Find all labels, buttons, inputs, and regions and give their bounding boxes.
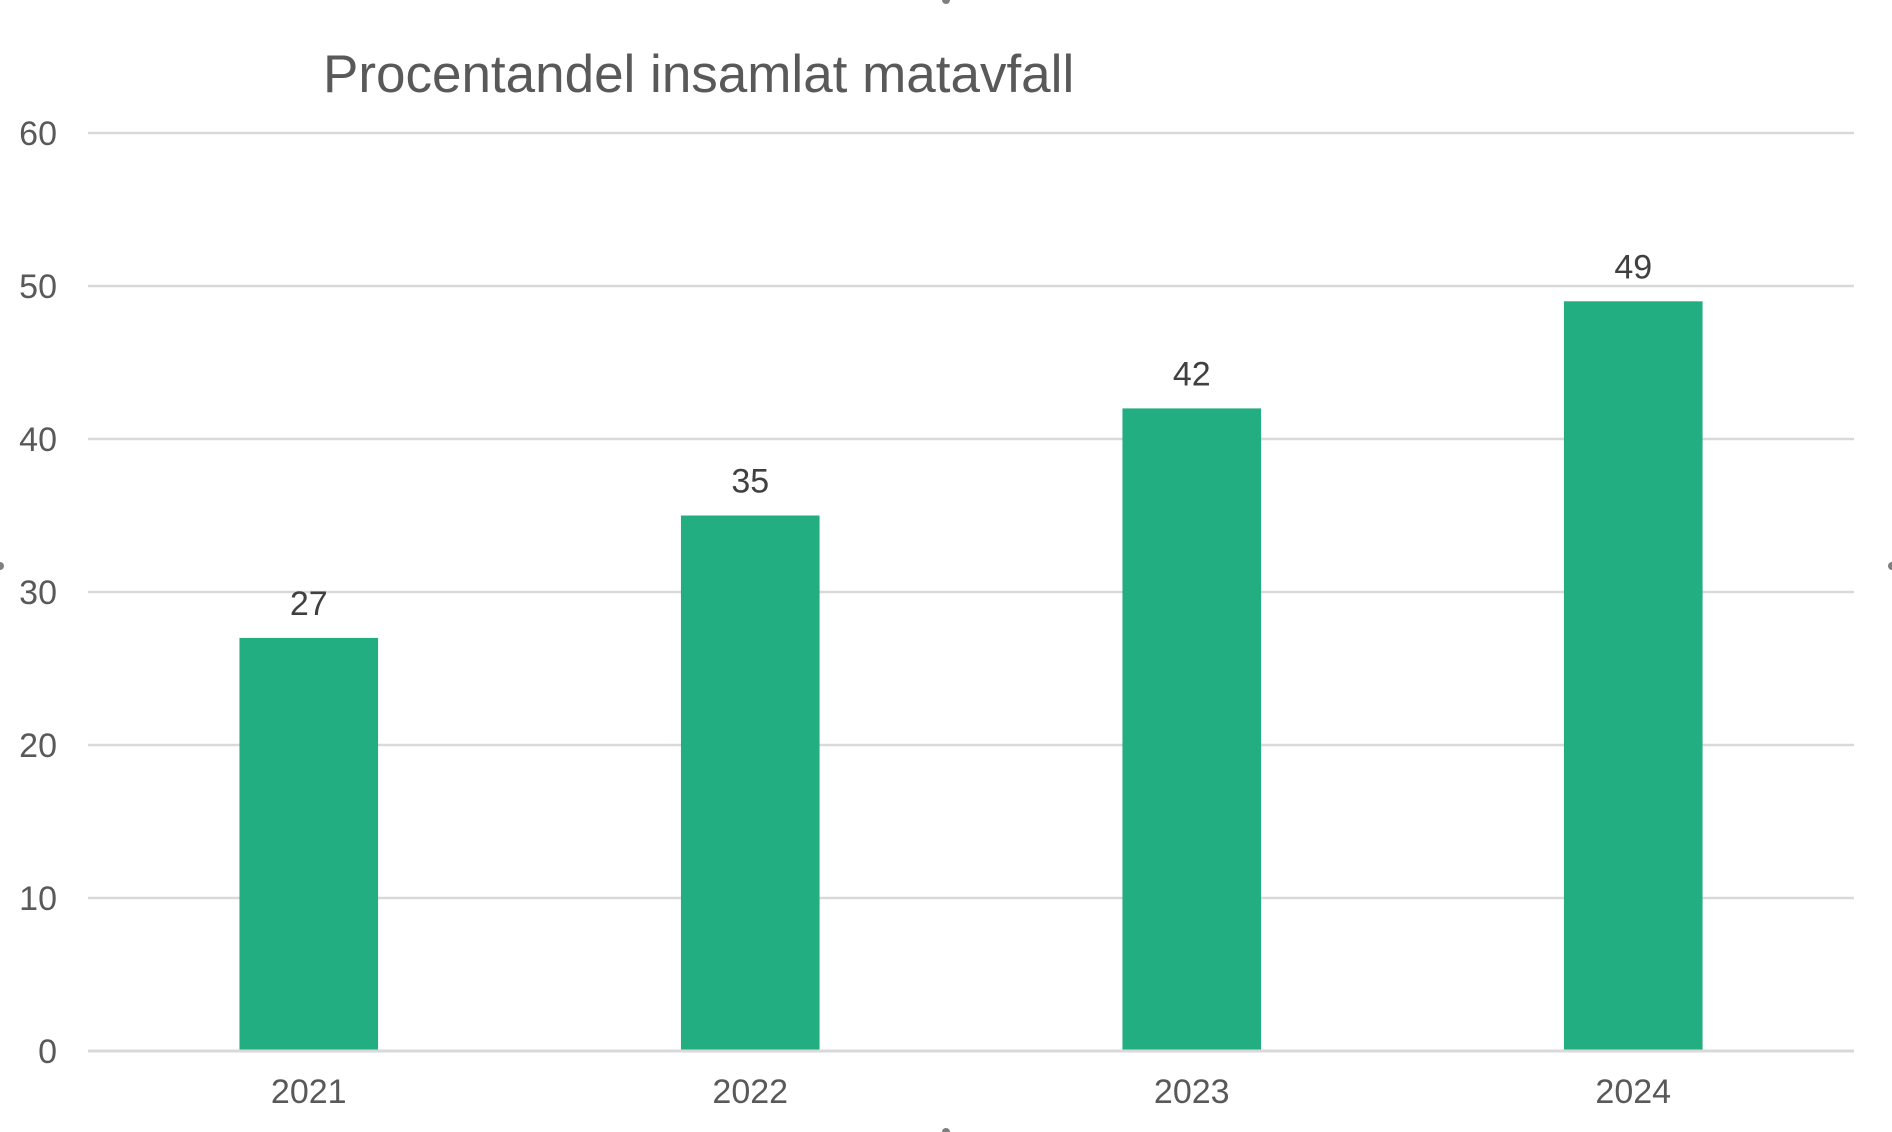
y-tick-label: 40 xyxy=(19,421,57,459)
resize-handle-left[interactable] xyxy=(0,562,4,570)
x-tick-label: 2024 xyxy=(1595,1073,1671,1111)
data-label-2022: 35 xyxy=(731,463,769,501)
y-tick-label: 60 xyxy=(19,115,57,153)
axes: 0 10 20 30 40 50 60 2021 2022 2023 2024 xyxy=(19,115,1854,1111)
bars xyxy=(239,301,1703,1052)
gridlines xyxy=(88,131,1854,900)
y-tick-label: 30 xyxy=(19,574,57,612)
y-tick-label: 10 xyxy=(19,880,57,918)
y-tick-label: 20 xyxy=(19,727,57,765)
data-label-2023: 42 xyxy=(1173,355,1211,393)
y-tick-label: 50 xyxy=(19,268,57,306)
y-tick-label: 0 xyxy=(38,1033,57,1071)
bar-2021[interactable] xyxy=(239,637,379,1051)
bar-2022[interactable] xyxy=(680,515,820,1052)
data-labels: 27 35 42 49 xyxy=(290,248,1652,623)
bar-2024[interactable] xyxy=(1563,301,1703,1051)
x-tick-label: 2021 xyxy=(271,1073,347,1111)
resize-handle-bottom[interactable] xyxy=(942,1128,950,1132)
x-tick-label: 2022 xyxy=(712,1073,788,1111)
resize-handle-right[interactable] xyxy=(1888,562,1892,570)
resize-handle-top[interactable] xyxy=(942,0,950,4)
data-label-2021: 27 xyxy=(290,585,328,623)
x-tick-label: 2023 xyxy=(1154,1073,1230,1111)
chart-title: Procentandel insamlat matavfall xyxy=(323,45,1074,104)
bar-2023[interactable] xyxy=(1122,408,1262,1051)
data-label-2024: 49 xyxy=(1614,248,1652,286)
